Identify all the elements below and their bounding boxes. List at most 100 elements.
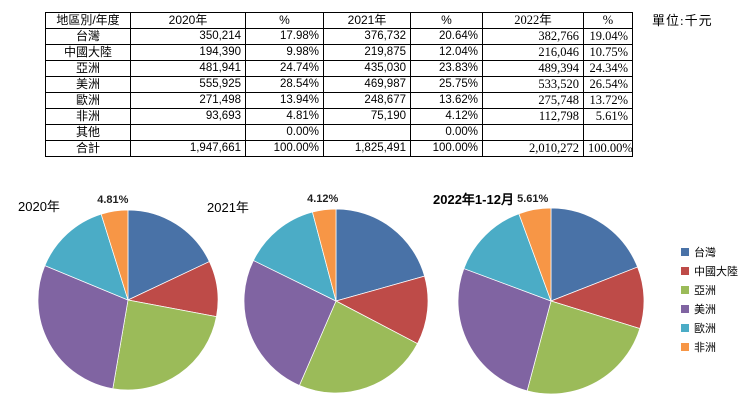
value-cell: 469,987 bbox=[323, 76, 411, 93]
legend-label: 美洲 bbox=[694, 303, 716, 316]
value-cell: 435,030 bbox=[323, 60, 411, 77]
table-row: 合計 1,947,661 100.00% 1,825,491 100.00% 2,010,… bbox=[45, 140, 633, 157]
column-header: % bbox=[410, 12, 483, 29]
value-cell: 23.83% bbox=[410, 60, 483, 77]
pie-slice-歐洲 bbox=[463, 213, 552, 302]
value-cell: 555,925 bbox=[130, 76, 246, 93]
value-cell: 93,693 bbox=[130, 108, 246, 125]
value-cell bbox=[323, 124, 411, 141]
value-cell bbox=[130, 124, 246, 141]
region-label-cell: 台灣 bbox=[45, 28, 131, 45]
value-cell: 481,941 bbox=[130, 60, 246, 77]
pie-slice-非洲 bbox=[100, 210, 129, 301]
value-cell: 100.00% bbox=[245, 140, 324, 157]
pie-slice-美洲 bbox=[458, 268, 552, 392]
legend-swatch-icon bbox=[681, 285, 689, 294]
region-label-cell: 歐洲 bbox=[45, 92, 131, 109]
region-label-cell: 亞洲 bbox=[45, 60, 131, 77]
value-cell: 271,498 bbox=[130, 92, 246, 109]
legend-swatch-icon bbox=[681, 323, 689, 332]
pie-slice-歐洲 bbox=[44, 213, 129, 301]
pie-slice-美洲 bbox=[244, 259, 337, 386]
value-cell: 100.00% bbox=[583, 140, 633, 157]
table-row: 其他 0.00% 0.00% bbox=[45, 124, 633, 141]
pie-slice-美洲 bbox=[38, 265, 129, 390]
pie-chart-2021年 bbox=[244, 209, 428, 393]
column-header: % bbox=[583, 12, 633, 29]
value-cell: 5.61% bbox=[583, 108, 633, 125]
pie-slice-亞洲 bbox=[298, 300, 418, 393]
value-cell: 0.00% bbox=[410, 124, 483, 141]
region-label-cell: 非洲 bbox=[45, 108, 131, 125]
table-row: 台灣 350,214 17.98% 376,732 20.64% 382,766 19.04… bbox=[45, 28, 633, 45]
pie-value-label-非洲: 4.81% bbox=[97, 194, 129, 207]
legend-swatch-icon bbox=[681, 266, 689, 275]
value-cell: 275,748 bbox=[482, 92, 584, 109]
pie-slice-台灣 bbox=[550, 208, 639, 302]
chart-title: 2020年 bbox=[18, 199, 60, 214]
table-row: 亞洲 481,941 24.74% 435,030 23.83% 489,394 24.34… bbox=[45, 60, 633, 77]
value-cell: 4.12% bbox=[410, 108, 483, 125]
pie-slice-非洲 bbox=[311, 209, 337, 302]
chart-title: 2022年1-12月 bbox=[433, 192, 514, 207]
value-cell: 75,190 bbox=[323, 108, 411, 125]
region-label-cell: 中國大陸 bbox=[45, 44, 131, 61]
value-cell: 100.00% bbox=[410, 140, 483, 157]
value-cell: 194,390 bbox=[130, 44, 246, 61]
pie-slice-中國大陸 bbox=[335, 275, 428, 345]
legend-item-美洲: 美洲 bbox=[681, 299, 738, 318]
table-row: 非洲 93,693 4.81% 75,190 4.12% 112,798 5.61% bbox=[45, 108, 633, 125]
value-cell: 10.75% bbox=[583, 44, 633, 61]
value-cell: 9.98% bbox=[245, 44, 324, 61]
column-header: 2021年 bbox=[323, 12, 411, 29]
value-cell bbox=[482, 124, 584, 141]
value-cell: 533,520 bbox=[482, 76, 584, 93]
legend-swatch-icon bbox=[681, 247, 689, 256]
value-cell: 1,947,661 bbox=[130, 140, 246, 157]
table-row: 美洲 555,925 28.54% 469,987 25.75% 533,520 26.54… bbox=[45, 76, 633, 93]
pie-slice-台灣 bbox=[127, 210, 210, 301]
pie-slice-台灣 bbox=[335, 209, 426, 302]
pie-value-label-非洲: 5.61% bbox=[517, 192, 549, 205]
legend-item-歐洲: 歐洲 bbox=[681, 318, 738, 337]
value-cell: 248,677 bbox=[323, 92, 411, 109]
value-cell: 17.98% bbox=[245, 28, 324, 45]
column-header: 地區別/年度 bbox=[45, 12, 131, 29]
pie-chart-2020年 bbox=[38, 210, 218, 390]
value-cell: 13.72% bbox=[583, 92, 633, 109]
column-header: % bbox=[245, 12, 324, 29]
value-cell: 489,394 bbox=[482, 60, 584, 77]
legend-label: 亞洲 bbox=[694, 284, 716, 297]
pie-value-label-非洲: 4.12% bbox=[307, 192, 339, 205]
region-label-cell: 合計 bbox=[45, 140, 131, 157]
pie-slice-亞洲 bbox=[526, 300, 641, 394]
chart-title: 2021年 bbox=[207, 200, 249, 215]
value-cell: 13.62% bbox=[410, 92, 483, 109]
value-cell: 112,798 bbox=[482, 108, 584, 125]
value-cell: 20.64% bbox=[410, 28, 483, 45]
value-cell: 350,214 bbox=[130, 28, 246, 45]
value-cell: 376,732 bbox=[323, 28, 411, 45]
value-cell: 13.94% bbox=[245, 92, 324, 109]
legend-swatch-icon bbox=[681, 304, 689, 313]
legend-swatch-icon bbox=[681, 342, 689, 351]
value-cell: 4.81% bbox=[245, 108, 324, 125]
value-cell: 219,875 bbox=[323, 44, 411, 61]
chart-legend: 台灣中國大陸亞洲美洲歐洲非洲 bbox=[681, 242, 738, 356]
value-cell: 24.74% bbox=[245, 60, 324, 77]
column-header: 2022年 bbox=[482, 12, 584, 29]
legend-item-非洲: 非洲 bbox=[681, 337, 738, 356]
value-cell: 1,825,491 bbox=[323, 140, 411, 157]
legend-item-台灣: 台灣 bbox=[681, 242, 738, 261]
region-year-table: 地區別/年度 2020年% 2021年% 2022年% 台灣 350,214 17.98%… bbox=[45, 12, 633, 157]
value-cell: 216,046 bbox=[482, 44, 584, 61]
legend-label: 中國大陸 bbox=[694, 265, 738, 278]
legend-item-亞洲: 亞洲 bbox=[681, 280, 738, 299]
value-cell: 382,766 bbox=[482, 28, 584, 45]
value-cell: 0.00% bbox=[245, 124, 324, 141]
legend-label: 非洲 bbox=[694, 341, 716, 354]
pie-chart-2022年1-12月 bbox=[458, 208, 644, 394]
pie-slice-歐洲 bbox=[252, 211, 337, 302]
value-cell: 2,010,272 bbox=[482, 140, 584, 157]
